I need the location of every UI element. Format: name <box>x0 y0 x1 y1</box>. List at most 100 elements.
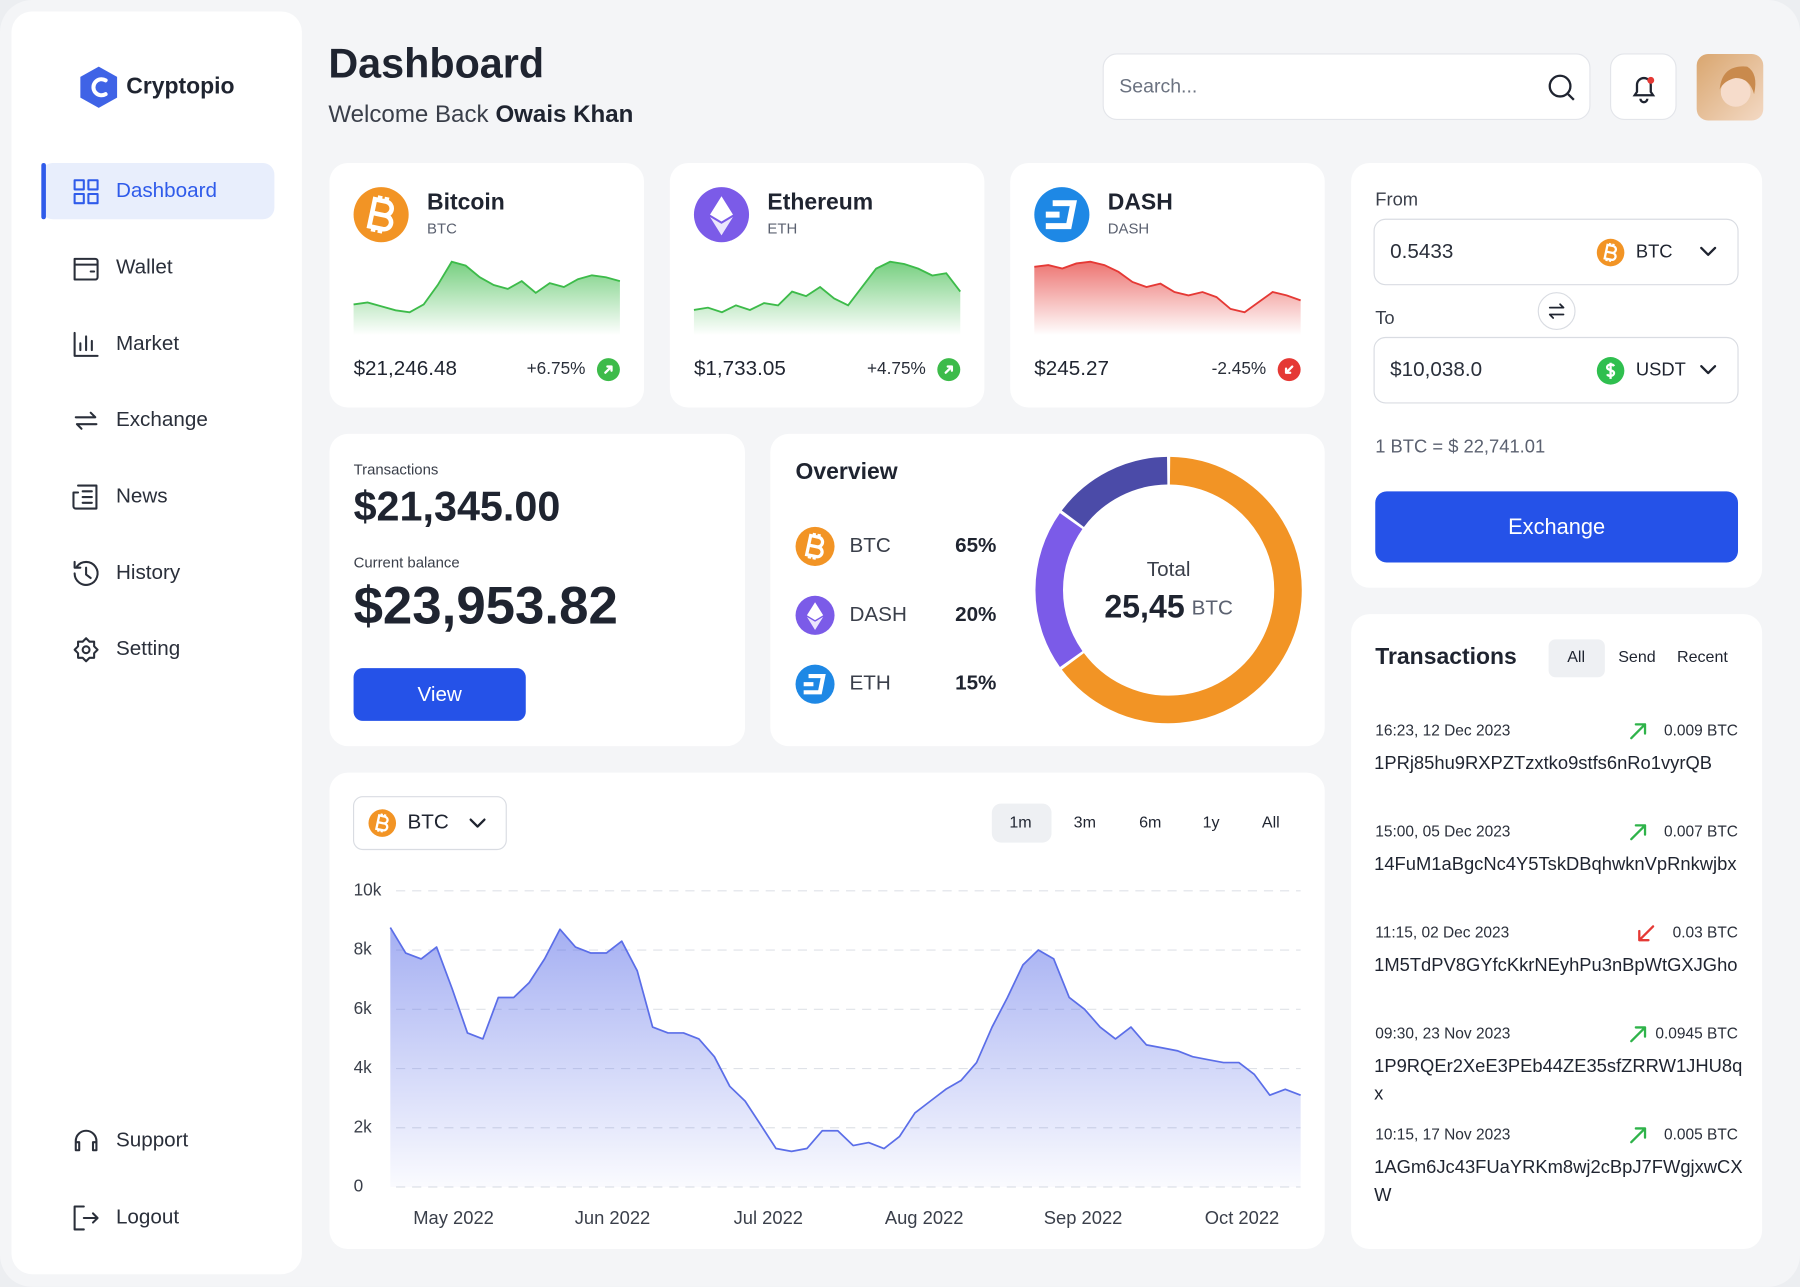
coin-name: ETH <box>849 672 890 695</box>
range-tab[interactable]: All <box>1262 813 1280 831</box>
range-tab[interactable]: 1m <box>1009 813 1031 831</box>
amount-input[interactable] <box>1373 218 1739 286</box>
tx-address: 1P9RQEr2XeE3PEb44ZE35sfZRRW1JHU8qx <box>1374 1057 1743 1105</box>
percentage: 15% <box>955 672 996 695</box>
amount: $10,038.0 <box>1390 358 1482 381</box>
coin-glyph <box>374 813 389 833</box>
tx-address: 1M5TdPV8GYfcKkrNEyhPu3nBpWtGXJGho <box>1374 956 1738 976</box>
exchange-button[interactable] <box>1375 491 1739 563</box>
coin-price: $21,246.48 <box>354 357 457 380</box>
y-tick-label: 2k <box>354 1116 373 1136</box>
coin-change: +6.75% <box>527 358 586 378</box>
nav-icon <box>74 1129 98 1152</box>
transactions-total: $21,345.00 <box>354 484 561 530</box>
nav-item[interactable]: Exchange <box>116 408 208 431</box>
total: 25,45 BTC <box>1104 589 1233 625</box>
coin-glyph <box>366 195 394 234</box>
page-title: Dashboard <box>328 41 544 87</box>
coin-icon <box>1034 187 1090 243</box>
area-fill <box>390 927 1301 1187</box>
nav-item[interactable]: Setting <box>116 637 180 660</box>
range-tab[interactable]: 3m <box>1074 813 1096 831</box>
swap-button[interactable] <box>1537 292 1576 331</box>
bell-icon <box>1632 76 1656 104</box>
nav-item[interactable]: Wallet <box>116 256 173 279</box>
y-tick-label: 8k <box>354 939 373 959</box>
coin-name: DASH <box>849 603 906 626</box>
avatar-face <box>1720 76 1751 107</box>
total-label: Total <box>1147 558 1191 581</box>
notification-button[interactable] <box>1610 53 1677 120</box>
search-box[interactable] <box>1102 53 1591 120</box>
coin-glyph <box>1045 200 1077 230</box>
nav-active-bg[interactable] <box>41 163 275 220</box>
coin-glyph <box>804 532 825 560</box>
coin-glyph <box>710 196 733 222</box>
tx-amount: 0.005 BTC <box>1664 1126 1738 1143</box>
nav-icon <box>74 411 98 430</box>
nav-icon <box>73 257 99 281</box>
chevron <box>1700 246 1717 256</box>
nav-item[interactable]: History <box>116 561 181 584</box>
trend-arrow <box>1638 925 1655 942</box>
amount-input[interactable] <box>1373 336 1739 404</box>
transactions-card <box>1351 614 1763 1249</box>
tx-amount: 0.007 BTC <box>1664 823 1738 840</box>
donut-segment <box>1035 513 1083 668</box>
trend-arrow <box>1630 1127 1647 1144</box>
coin-glyph <box>803 673 826 695</box>
coin-name: BTC <box>849 534 890 557</box>
sparkline <box>1034 260 1301 314</box>
notification-dot <box>1647 76 1655 84</box>
percentage: 20% <box>955 603 996 626</box>
nav-icon <box>73 331 99 357</box>
tab[interactable]: All <box>1567 648 1585 666</box>
swap-icon <box>1548 303 1565 319</box>
field-label: To <box>1375 307 1394 328</box>
coin-name: DASH <box>1108 188 1173 214</box>
range-tab[interactable]: 6m <box>1139 813 1161 831</box>
tab[interactable]: Recent <box>1677 648 1728 666</box>
brand-name: Cryptopio <box>126 72 234 98</box>
nav-item[interactable]: News <box>116 485 168 508</box>
logo-mark <box>91 77 108 98</box>
x-tick-label: Sep 2022 <box>1044 1207 1123 1228</box>
nav-item[interactable]: Logout <box>116 1205 179 1228</box>
range-tab-active[interactable] <box>991 803 1052 843</box>
range-tab[interactable]: 1y <box>1203 813 1220 831</box>
chevron <box>1700 365 1717 375</box>
sparkline <box>693 260 961 314</box>
trend-arrow <box>1630 824 1647 841</box>
x-tick-label: May 2022 <box>413 1207 494 1228</box>
nav-item[interactable]: Support <box>116 1129 189 1152</box>
nav-icon <box>73 637 99 663</box>
coin-card <box>1010 163 1325 408</box>
tx-time: 15:00, 05 Dec 2023 <box>1375 823 1510 840</box>
trend-arrow <box>1630 723 1647 740</box>
coin-selector[interactable] <box>352 796 507 851</box>
amount: 0.5433 <box>1390 240 1453 263</box>
tab[interactable]: Send <box>1618 648 1656 666</box>
nav-icon <box>73 179 99 205</box>
label: Current balance <box>354 555 460 572</box>
sparkline-fill <box>693 261 961 336</box>
tx-amount: 0.0945 BTC <box>1655 1025 1738 1042</box>
view-button[interactable] <box>353 668 526 721</box>
tab-active[interactable] <box>1548 639 1605 678</box>
tx-time: 10:15, 17 Nov 2023 <box>1375 1126 1510 1143</box>
tx-amount: 0.03 BTC <box>1673 924 1738 941</box>
trend-arrow <box>1284 365 1294 374</box>
donut-segment <box>1061 456 1302 724</box>
coin-glyph <box>806 602 824 621</box>
coin-price: $1,733.05 <box>694 357 786 380</box>
field-label: From <box>1375 189 1418 210</box>
nav-item[interactable]: Dashboard <box>116 179 217 202</box>
x-tick-label: Jun 2022 <box>575 1207 651 1228</box>
coin-change: +4.75% <box>867 358 926 378</box>
tx-address: 1AGm6Jc43FUaYRKm8wj2cBpJ7FWgjxwCXW <box>1374 1158 1743 1206</box>
price-line <box>389 927 1301 1153</box>
nav-item[interactable]: Market <box>116 332 179 355</box>
label: Transactions <box>354 462 439 479</box>
button-label: View <box>417 683 461 706</box>
